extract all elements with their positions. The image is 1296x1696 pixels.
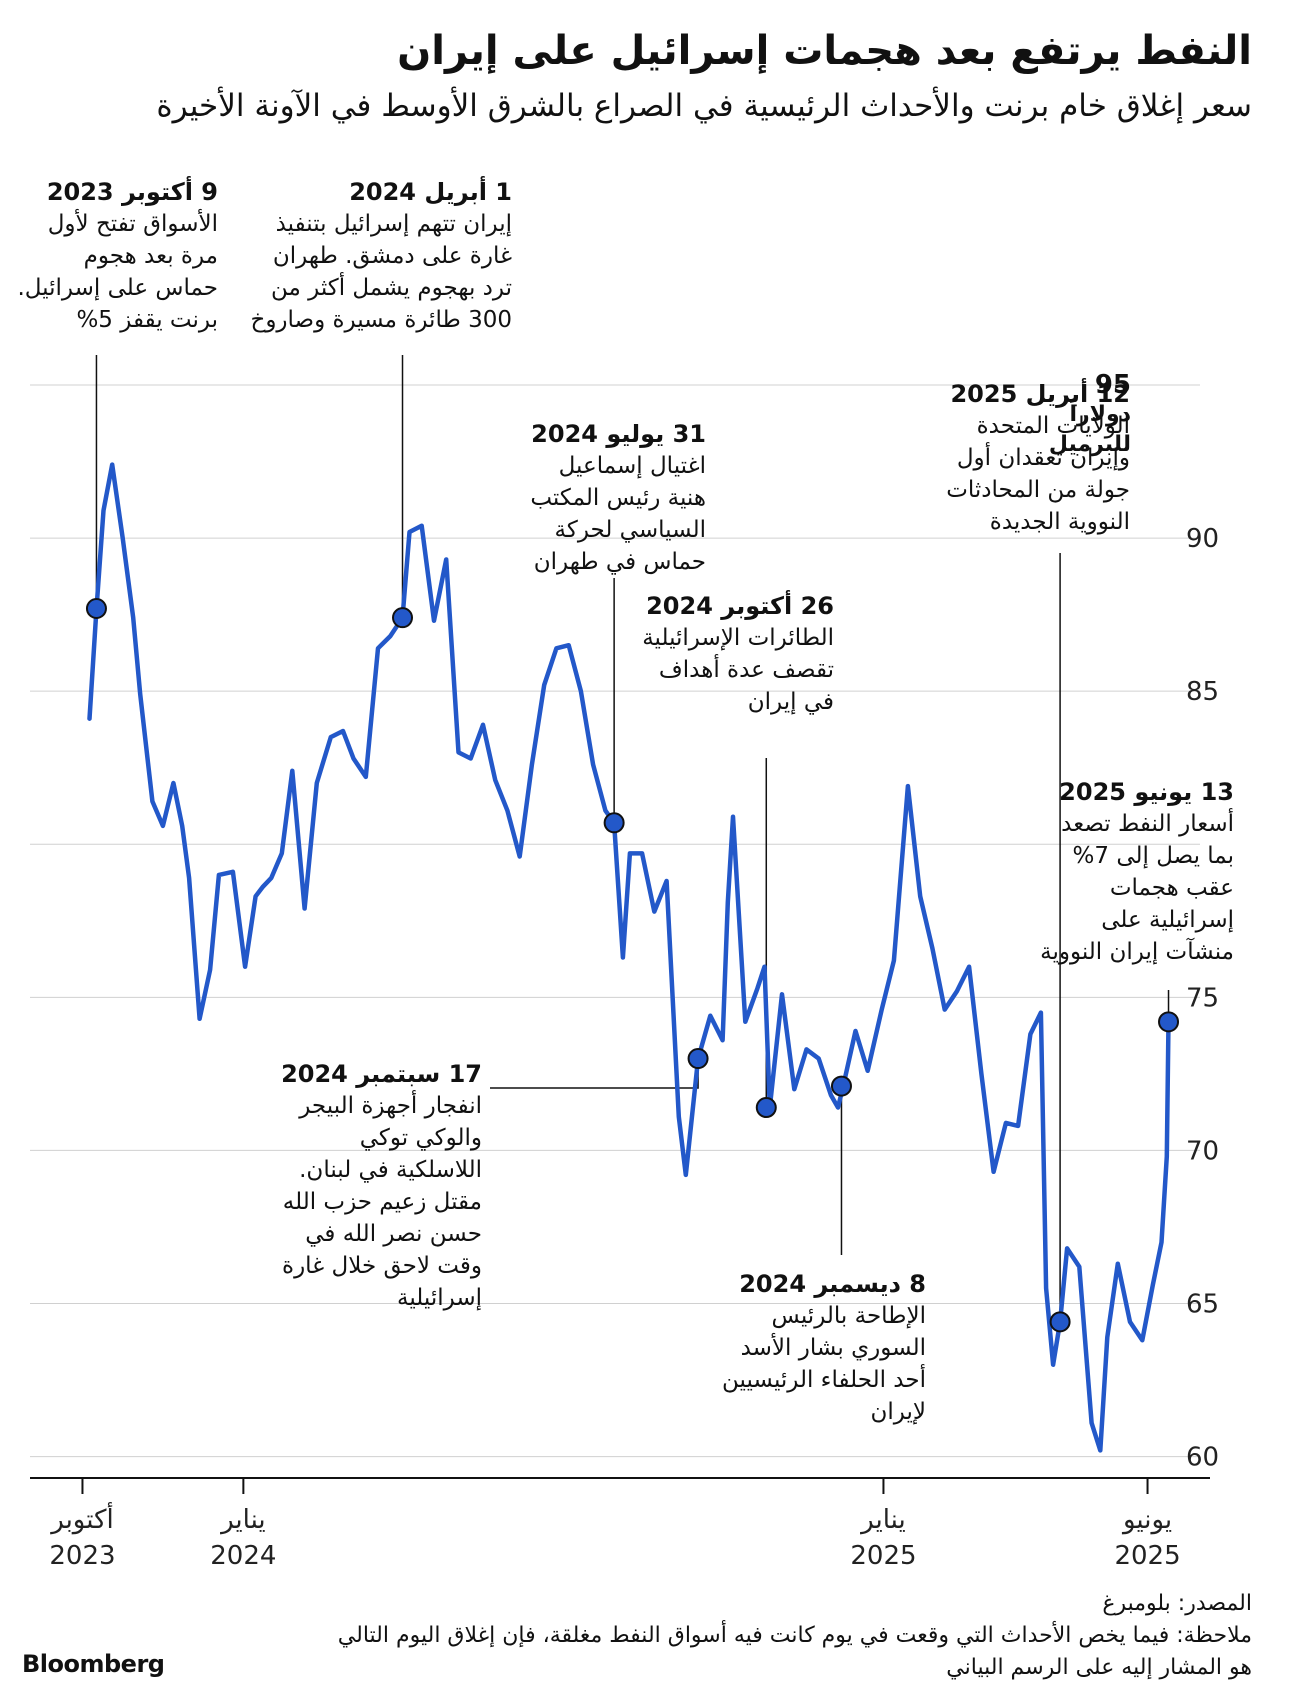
connector-e4 (490, 1058, 699, 1089)
event-marker-e8 (1158, 1011, 1180, 1033)
annotation-apr-2024: 1 أبريل 2024 إيران تتهم إسرائيل بتنفيذ غ… (232, 176, 512, 336)
methodology-note: ملاحظة: فيما يخص الأحداث التي وقعت في يو… (337, 1623, 1252, 1680)
y-axis-unit: 95 دولاراً للبرميل (1011, 370, 1131, 460)
y-tick-label: 75 (1186, 983, 1219, 1013)
event-marker-e4 (687, 1048, 709, 1070)
annotation-text: اغتيال إسماعيل هنية رئيس المكتب السياسي … (530, 453, 706, 575)
annotation-text: الإطاحة بالرئيس السوري بشار الأسد أحد ال… (722, 1303, 926, 1425)
annotation-date: 13 يونيو 2025 (1059, 778, 1234, 806)
y-tick-label: 85 (1186, 677, 1219, 707)
annotation-date: 1 أبريل 2024 (349, 178, 512, 206)
y-tick-label: 65 (1186, 1289, 1219, 1319)
event-marker-e2 (392, 607, 414, 629)
source-note: المصدر: بلومبرغ (1102, 1591, 1252, 1616)
x-tick-year: 2024 (210, 1541, 276, 1571)
series-layer (87, 462, 1171, 1453)
annotation-date: 17 سبتمبر 2024 (281, 1060, 482, 1088)
x-tick-year: 2023 (49, 1541, 115, 1571)
annotation-jun-2025: 13 يونيو 2025 أسعار النفط تصعد بما يصل إ… (984, 776, 1234, 968)
y-tick-label: 70 (1186, 1136, 1219, 1166)
annotation-date: 12 أبريل 2025 (950, 380, 1130, 408)
x-tick-label: أكتوبر (49, 1501, 113, 1535)
annotation-text: الأسواق تفتح لأول مرة بعد هجوم حماس على … (17, 211, 218, 333)
event-marker-e5 (755, 1097, 777, 1119)
x-tick-label: يناير (859, 1505, 906, 1535)
annotation-oct-2023: 9 أكتوبر 2023 الأسواق تفتح لأول مرة بعد … (0, 176, 218, 336)
annotation-text: أسعار النفط تصعد بما يصل إلى 7% عقب هجما… (1040, 811, 1234, 965)
event-marker-e7 (1049, 1311, 1071, 1333)
annotation-jul-2024: 31 يوليو 2024 اغتيال إسماعيل هنية رئيس ا… (486, 418, 706, 578)
bloomberg-logo: Bloomberg (22, 1650, 165, 1678)
x-tick-year: 2025 (1114, 1541, 1180, 1571)
x-axis: أكتوبر 2023 يناير 2024 يناير 2025 يونيو 2025 (30, 1477, 1210, 1571)
annotation-text: انفجار أجهزة البيجر والوكي توكي اللاسلكي… (282, 1093, 482, 1311)
x-tick-label: يناير (219, 1505, 266, 1535)
annotation-dec-2024: 8 ديسمبر 2024 الإطاحة بالرئيس السوري بشا… (686, 1268, 926, 1428)
chart-footer: المصدر: بلومبرغ ملاحظة: فيما يخص الأحداث… (152, 1588, 1252, 1684)
chart-title: النفط يرتفع بعد هجمات إسرائيل على إيران (397, 28, 1252, 74)
annotation-date: 8 ديسمبر 2024 (739, 1270, 926, 1298)
event-markers (85, 597, 1180, 1333)
annotation-oct-2024: 26 أكتوبر 2024 الطائرات الإسرائيلية تقصف… (604, 590, 834, 718)
brent-price-line (87, 462, 1171, 1453)
annotation-text: الولايات المتحدة وإيران تعقدان أول جولة … (946, 413, 1130, 535)
y-axis-labels: 60 65 70 75 85 90 (1186, 524, 1219, 1472)
annotation-text: إيران تتهم إسرائيل بتنفيذ غارة على دمشق.… (250, 211, 512, 333)
chart-subtitle: سعر إغلاق خام برنت والأحداث الرئيسية في … (156, 88, 1252, 124)
y-tick-label: 90 (1186, 524, 1219, 554)
x-tick-year: 2025 (850, 1541, 916, 1571)
x-tick-label: يونيو (1121, 1505, 1172, 1535)
annotation-date: 26 أكتوبر 2024 (646, 592, 834, 620)
annotation-sep-2024: 17 سبتمبر 2024 انفجار أجهزة البيجر والوك… (242, 1058, 482, 1314)
annotation-date: 31 يوليو 2024 (531, 420, 706, 448)
y-axis-top-value: 95 (1094, 370, 1131, 400)
y-axis-unit-label: دولاراً للبرميل (1048, 402, 1131, 457)
annotation-text: الطائرات الإسرائيلية تقصف عدة أهداف في إ… (642, 625, 834, 715)
event-marker-e6 (830, 1075, 852, 1097)
event-marker-e1 (85, 597, 107, 619)
y-tick-label: 60 (1186, 1443, 1219, 1473)
event-marker-e3 (603, 812, 625, 834)
annotation-date: 9 أكتوبر 2023 (46, 178, 218, 206)
annotation-apr-2025: 12 أبريل 2025 الولايات المتحدة وإيران تع… (900, 378, 1130, 538)
